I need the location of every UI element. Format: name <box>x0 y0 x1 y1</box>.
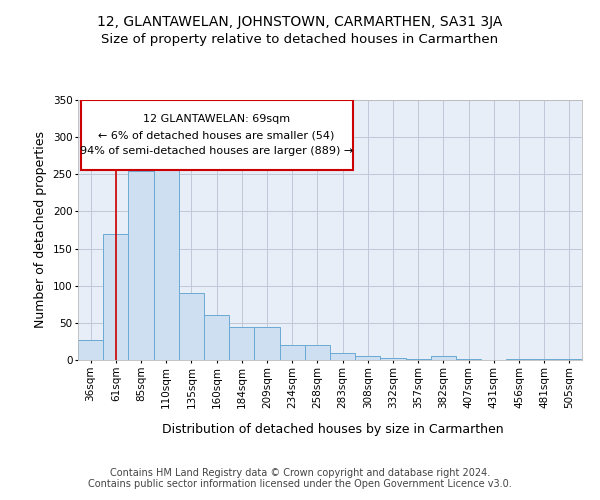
FancyBboxPatch shape <box>80 100 353 170</box>
Bar <box>254 326 280 360</box>
Bar <box>330 352 355 360</box>
Bar <box>355 356 380 360</box>
Bar <box>103 234 128 360</box>
Y-axis label: Number of detached properties: Number of detached properties <box>34 132 47 328</box>
Bar <box>380 358 406 360</box>
Bar <box>154 169 179 360</box>
Bar <box>179 293 204 360</box>
Text: 12, GLANTAWELAN, JOHNSTOWN, CARMARTHEN, SA31 3JA: 12, GLANTAWELAN, JOHNSTOWN, CARMARTHEN, … <box>97 15 503 29</box>
Bar <box>229 326 254 360</box>
Bar <box>506 358 532 360</box>
Bar <box>280 345 305 360</box>
Bar <box>431 356 456 360</box>
Text: Distribution of detached houses by size in Carmarthen: Distribution of detached houses by size … <box>162 422 504 436</box>
Bar <box>557 358 582 360</box>
Text: 12 GLANTAWELAN: 69sqm
← 6% of detached houses are smaller (54)
94% of semi-detac: 12 GLANTAWELAN: 69sqm ← 6% of detached h… <box>80 114 353 156</box>
Bar <box>128 170 154 360</box>
Bar <box>204 316 229 360</box>
Text: Contains HM Land Registry data © Crown copyright and database right 2024.
Contai: Contains HM Land Registry data © Crown c… <box>88 468 512 489</box>
Text: Size of property relative to detached houses in Carmarthen: Size of property relative to detached ho… <box>101 32 499 46</box>
Bar <box>406 358 431 360</box>
Bar <box>305 345 330 360</box>
Bar <box>78 340 103 360</box>
Bar <box>456 358 481 360</box>
